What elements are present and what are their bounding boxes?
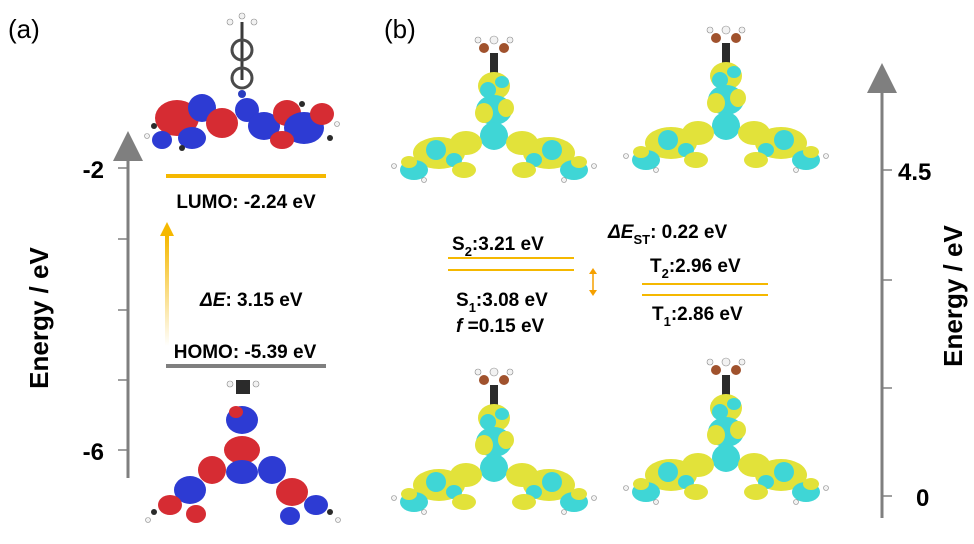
- oscillator-strength-label: f =0.15 eV: [456, 316, 545, 337]
- panel-a-axis-label: Energy / eV: [24, 247, 54, 389]
- panel-b-tick-label: 0: [916, 485, 929, 512]
- t1-label: T1:2.86 eV: [652, 304, 743, 329]
- s2-density-image: [391, 367, 597, 515]
- panel-a-label: (a): [8, 14, 40, 44]
- panel-a-tick-label: -6: [83, 439, 104, 466]
- homo-orbital-image: [145, 380, 341, 525]
- s1-density-image: [391, 35, 597, 183]
- gap-arrow-head: [160, 222, 174, 236]
- t2-density-image: [623, 357, 829, 505]
- gap-arrow-shaft: [165, 236, 169, 346]
- panel-b-label: (b): [384, 14, 416, 44]
- s2-label: S2:3.21 eV: [452, 234, 544, 259]
- s1-label: S1:3.08 eV: [456, 290, 548, 315]
- panel-b-tick-label: 4.5: [898, 159, 931, 186]
- lumo-orbital-image: [144, 12, 340, 152]
- t1-density-image: [623, 25, 829, 173]
- t2-label: T2:2.96 eV: [650, 256, 741, 281]
- panel-a-tick-label: -2: [83, 157, 104, 184]
- panel-b-axis-label: Energy / eV: [938, 225, 968, 367]
- gap-label: ΔE: 3.15 eV: [199, 290, 303, 311]
- dest-label: ΔEST: 0.22 eV: [607, 222, 727, 247]
- lumo-label: LUMO: -2.24 eV: [176, 192, 316, 213]
- dest-arrow-head-up: [589, 268, 597, 274]
- homo-label: HOMO: -5.39 eV: [174, 342, 317, 363]
- gap-value: : 3.15 eV: [225, 290, 302, 311]
- dest-arrow-head-down: [589, 290, 597, 296]
- gap-symbol: ΔE: [199, 290, 227, 311]
